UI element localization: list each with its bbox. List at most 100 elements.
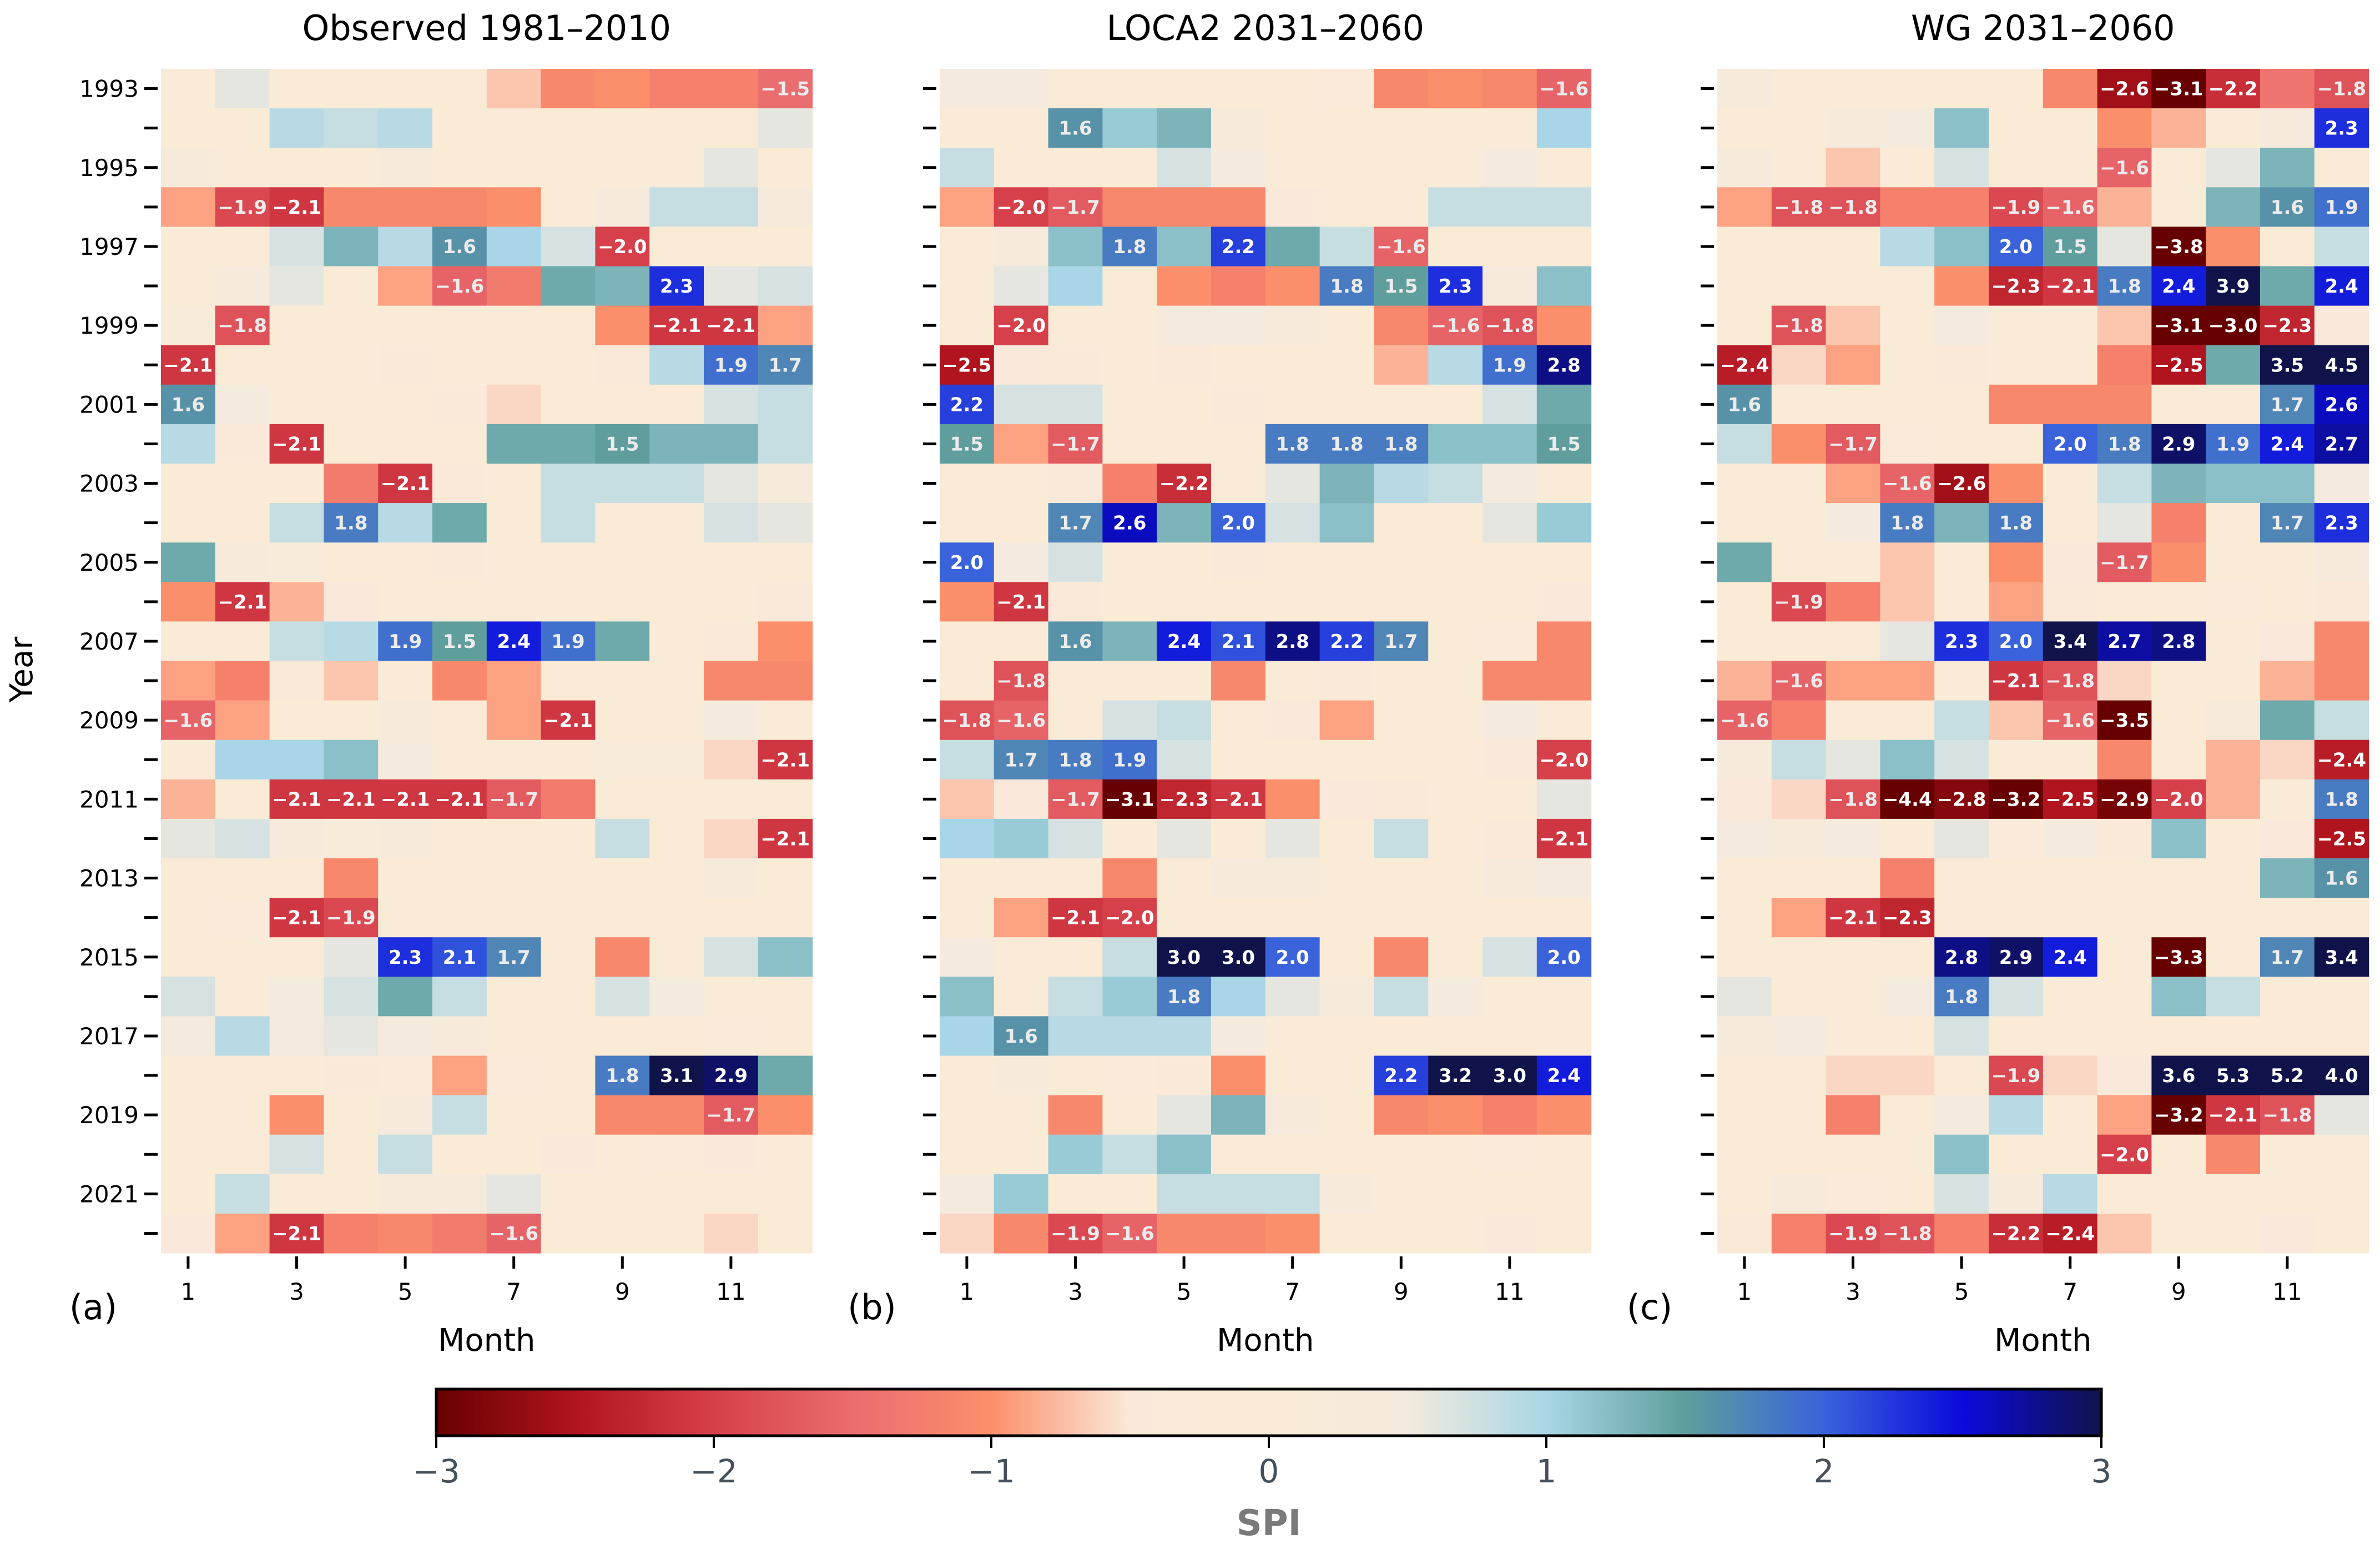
heatmap-cell <box>1989 898 2044 938</box>
heatmap-cell <box>2314 345 2369 385</box>
cell-value-label: 1.8 <box>1276 433 1309 455</box>
heatmap-cell <box>1483 1134 1537 1175</box>
cell-value-label: 3.4 <box>2325 947 2358 969</box>
heatmap-cell <box>649 779 704 819</box>
cell-value-label: 1.9 <box>2216 433 2250 455</box>
heatmap-cell <box>758 937 813 977</box>
heatmap-cell <box>1717 148 1772 188</box>
heatmap-cell <box>2043 1095 2098 1135</box>
heatmap-cell <box>1536 740 1592 780</box>
heatmap-cell <box>649 384 704 425</box>
heatmap-cell <box>704 740 759 780</box>
heatmap-cell <box>2260 1095 2315 1135</box>
cell-value-label: 2.6 <box>2325 394 2358 416</box>
heatmap-cell <box>215 503 270 543</box>
heatmap-cell <box>595 227 650 267</box>
heatmap-cell <box>161 69 216 109</box>
heatmap-cell <box>2206 187 2261 227</box>
heatmap-cell <box>2043 779 2098 819</box>
heatmap-cell <box>1483 1055 1537 1096</box>
heatmap-cell <box>2314 740 2369 780</box>
heatmap-cell <box>1717 937 1772 977</box>
heatmap-cell <box>1934 69 1989 109</box>
heatmap-cell <box>1880 700 1935 741</box>
heatmap-cell <box>1048 384 1103 425</box>
heatmap-cell <box>758 858 813 898</box>
heatmap-cell <box>1428 305 1483 346</box>
heatmap-cell <box>2206 345 2261 385</box>
heatmap-cell <box>2043 582 2098 622</box>
heatmap-cell <box>324 1134 379 1175</box>
heatmap-cell <box>1880 1055 1935 1096</box>
heatmap-cell <box>758 700 813 741</box>
heatmap-cell <box>269 424 324 464</box>
heatmap-cell <box>1717 700 1772 741</box>
heatmap-cell <box>1536 1055 1592 1096</box>
heatmap-cell <box>1265 305 1320 346</box>
heatmap-cell <box>595 424 650 464</box>
heatmap-cell <box>1211 582 1266 622</box>
cell-value-label: 2.0 <box>1222 512 1255 535</box>
heatmap-cell <box>940 266 995 306</box>
heatmap-cell <box>1265 898 1320 938</box>
heatmap-cell <box>1826 384 1880 425</box>
cell-value-label: −2.1 <box>2045 275 2095 298</box>
heatmap-cell <box>1771 937 1827 977</box>
heatmap-cell <box>940 1213 995 1254</box>
heatmap-cell <box>1771 700 1827 741</box>
cell-value-label: −2.1 <box>760 749 810 771</box>
heatmap-cell <box>1483 305 1537 346</box>
heatmap-cell <box>378 69 433 109</box>
heatmap-cell <box>1157 661 1212 701</box>
colorbar-tick-label: 0 <box>1259 1452 1279 1490</box>
heatmap-cell <box>649 582 704 622</box>
cell-value-label: −1.8 <box>1774 315 1823 337</box>
heatmap-cell <box>1157 424 1212 464</box>
heatmap-cell <box>704 1095 759 1135</box>
heatmap-cell <box>940 345 995 385</box>
heatmap-cell <box>2260 977 2315 1017</box>
heatmap-cell <box>161 779 216 819</box>
cell-value-label: 1.6 <box>443 236 476 258</box>
heatmap-cell <box>2206 582 2261 622</box>
cell-value-label: −2.1 <box>272 433 321 455</box>
heatmap-cell <box>215 1016 270 1057</box>
heatmap-cell <box>1717 582 1772 622</box>
heatmap-cell <box>1265 384 1320 425</box>
cell-value-label: 1.8 <box>1999 512 2033 535</box>
heatmap-cell <box>541 582 596 622</box>
heatmap-cell <box>1102 424 1157 464</box>
heatmap-cell <box>269 108 324 148</box>
heatmap-cell <box>1880 1134 1935 1175</box>
cell-value-label: −4.4 <box>1883 788 1932 811</box>
cell-value-label: −2.1 <box>2208 1104 2258 1126</box>
y-tick-label: 2011 <box>79 786 139 813</box>
heatmap-cell <box>1880 227 1935 267</box>
heatmap-cell <box>486 858 542 898</box>
heatmap-cell <box>2097 1134 2152 1175</box>
heatmap-cell <box>1717 1055 1772 1096</box>
cell-value-label: 2.9 <box>714 1065 748 1087</box>
heatmap-cell <box>2206 148 2261 188</box>
cell-value-label: −2.5 <box>2045 788 2095 811</box>
heatmap-cell <box>1934 582 1989 622</box>
y-tick-label: 2005 <box>79 549 139 576</box>
heatmap-cell <box>649 818 704 859</box>
heatmap-cell <box>1048 503 1103 543</box>
heatmap-cell <box>1374 661 1429 701</box>
heatmap-cell <box>1102 148 1157 188</box>
heatmap-cell <box>994 1095 1049 1135</box>
heatmap-cells: −2.6 −3.1 −2.2 −1.82.3−1.6−1.8 −1.8 −1.9 −1.6 1… <box>1717 69 2369 1254</box>
heatmap-cell <box>1319 69 1374 109</box>
heatmap-cell <box>378 858 433 898</box>
heatmap-cell <box>324 1095 379 1135</box>
cell-value-label: −1.5 <box>760 78 810 100</box>
heatmap-cell <box>1374 1016 1429 1057</box>
y-tick-label: 2001 <box>79 391 139 418</box>
heatmap-cell <box>1989 542 2044 582</box>
heatmap-cell <box>161 1174 216 1214</box>
heatmap-cell <box>1934 108 1989 148</box>
heatmap-cell <box>378 582 433 622</box>
cell-value-label: 3.6 <box>2162 1065 2195 1087</box>
heatmap-cell <box>2260 740 2315 780</box>
